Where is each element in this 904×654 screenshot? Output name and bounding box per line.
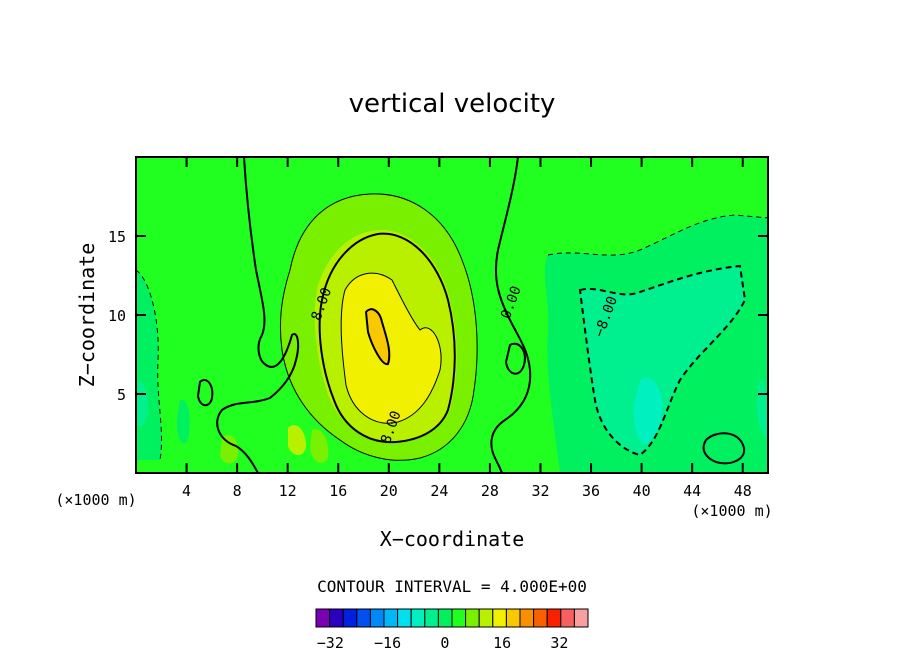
colorbar-swatch xyxy=(424,608,439,628)
contour-interval-text: CONTOUR INTERVAL = 4.000E+00 xyxy=(317,577,587,596)
x-tick-label: 44 xyxy=(683,482,701,500)
colorbar-swatch xyxy=(451,608,467,628)
colorbar-tick-label: −16 xyxy=(374,634,401,652)
contour-line-12-updraft xyxy=(340,272,442,424)
downdraft-region xyxy=(580,266,745,455)
colorbar-swatch xyxy=(492,608,507,628)
colorbar-tick-label: 32 xyxy=(550,634,568,652)
contour-line-neg8 xyxy=(578,264,747,457)
contour-line-neg4 xyxy=(547,214,768,256)
contour-line-zero-left xyxy=(216,157,300,473)
colorbar-tick-label: −32 xyxy=(317,634,344,652)
y-tick-label: 15 xyxy=(108,228,126,246)
updraft-blob-3 xyxy=(310,429,329,463)
updraft-blob-1 xyxy=(220,435,239,464)
y-tick-label: 5 xyxy=(117,386,126,404)
x-tick-label: 8 xyxy=(233,482,242,500)
x-unit-left: (×1000 m) xyxy=(55,491,136,509)
colorbar-swatch xyxy=(383,608,399,628)
contour-line-left-blob xyxy=(196,379,214,407)
x-unit-right: (×1000 m) xyxy=(691,502,772,520)
colorbar-swatch xyxy=(546,608,562,628)
x-tick-label: 20 xyxy=(380,482,398,500)
colorbar-swatch xyxy=(478,608,494,628)
colorbar-swatch xyxy=(560,608,575,628)
colorbar-swatch xyxy=(315,608,331,628)
updraft-max-region xyxy=(366,309,390,365)
colorbar xyxy=(315,608,589,628)
updraft-blob-2 xyxy=(288,425,306,455)
contour-line-zero-right xyxy=(490,157,532,473)
x-tick-label: 28 xyxy=(481,482,499,500)
colorbar-swatch xyxy=(437,608,453,628)
x-tick-label: 48 xyxy=(734,482,752,500)
x-tick-label: 24 xyxy=(430,482,448,500)
x-tick-label: 36 xyxy=(582,482,600,500)
contour-line-right-blob xyxy=(702,432,746,465)
colorbar-swatch xyxy=(519,608,535,628)
y-axis-ticks: 5 10 15 xyxy=(108,228,768,404)
x-axis-ticks: 4 8 12 16 20 24 28 32 36 40 44 48 xyxy=(182,157,752,500)
colorbar-swatch xyxy=(465,608,480,628)
contour-line-4-updraft xyxy=(279,193,478,461)
x-tick-label: 16 xyxy=(329,482,347,500)
colorbar-swatch xyxy=(397,608,412,628)
colorbar-swatch xyxy=(533,608,548,628)
colorbar-swatch xyxy=(369,608,385,628)
y-tick-label: 10 xyxy=(108,307,126,325)
colorbar-swatch xyxy=(505,608,521,628)
colorbar-swatch xyxy=(356,608,371,628)
colorbar-tick-labels: −32 −16 0 16 32 xyxy=(317,634,569,652)
colorbar-tick-label: 16 xyxy=(493,634,511,652)
colorbar-swatch xyxy=(410,608,426,628)
contour-line-8-updraft xyxy=(318,232,456,444)
x-tick-label: 40 xyxy=(633,482,651,500)
x-tick-label: 4 xyxy=(182,482,191,500)
downdraft-core-region xyxy=(633,377,663,445)
colorbar-swatch xyxy=(342,608,358,628)
downdraft-left-patch-2 xyxy=(176,399,190,444)
y-axis-label: Z−coordinate xyxy=(75,243,99,388)
x-axis-label: X−coordinate xyxy=(380,527,525,551)
contour-line-16-updraft xyxy=(364,308,391,366)
downdraft-left-patch xyxy=(136,380,148,427)
contour-line-small-blob xyxy=(504,342,526,375)
x-tick-label: 12 xyxy=(279,482,297,500)
contour-line-neg4-left xyxy=(136,269,162,461)
colorbar-swatch xyxy=(329,608,344,628)
x-tick-label: 32 xyxy=(531,482,549,500)
contour-lines xyxy=(136,157,768,473)
colorbar-tick-label: 0 xyxy=(440,634,449,652)
chart-title: vertical velocity xyxy=(349,89,556,119)
colorbar-swatch xyxy=(573,608,589,628)
